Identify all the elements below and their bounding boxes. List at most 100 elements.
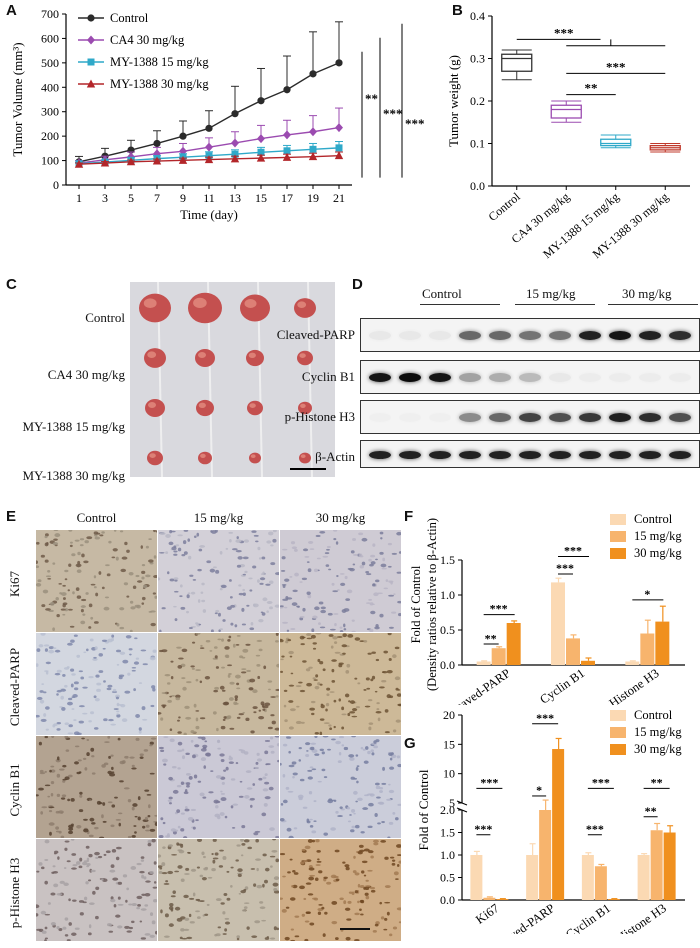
f-x-tick-label: Cyclin B1 [537,666,587,705]
ihc-nucleus [41,930,47,934]
ihc-nucleus [161,704,167,707]
ihc-nucleus [326,548,330,551]
ihc-nucleus [141,564,146,567]
ihc-nucleus [255,761,259,765]
ihc-nucleus [346,918,352,921]
ihc-nucleus [270,865,273,868]
ihc-nucleus [59,592,63,595]
ihc-nucleus [397,854,401,857]
ihc-nucleus [183,530,189,532]
ihc-nucleus [252,689,258,694]
ihc-nucleus [130,606,136,610]
ihc-nucleus [112,548,118,552]
a-legend-label: MY-1388 15 mg/kg [110,55,209,69]
ihc-nucleus [73,731,80,735]
ihc-nucleus [128,903,133,906]
ihc-nucleus [88,676,94,679]
a-sig-label: *** [405,116,425,131]
ihc-nucleus [62,613,66,616]
ihc-nucleus [356,765,360,768]
ihc-nucleus [83,896,88,901]
ihc-nucleus [189,921,195,924]
ihc-nucleus [117,903,124,906]
ihc-nucleus [214,852,219,856]
ihc-nucleus [333,699,337,703]
ihc-texture [280,530,401,632]
ihc-nucleus [339,630,344,632]
ihc-nucleus [205,639,211,643]
ihc-nucleus [111,556,116,559]
ihc-nucleus [321,751,325,755]
ihc-nucleus [346,663,351,668]
ihc-nucleus [259,577,266,581]
ihc-nucleus [62,602,68,605]
ihc-nucleus [332,590,339,593]
ihc-nucleus [361,860,368,864]
ihc-texture [36,736,157,838]
ihc-nucleus [55,596,59,601]
ihc-nucleus [253,883,257,887]
ihc-nucleus [353,554,359,556]
ihc-nucleus [384,731,390,734]
ihc-nucleus [285,786,290,790]
ihc-nucleus [248,687,254,691]
ihc-nucleus [310,634,316,639]
ihc-nucleus [284,719,288,723]
ihc-nucleus [253,534,259,537]
ihc-nucleus [175,697,181,701]
ihc-nucleus [384,856,389,860]
ihc-nucleus [316,860,322,863]
ihc-nucleus [377,822,381,825]
blot-band [459,451,481,459]
ihc-nucleus [151,839,156,843]
ihc-nucleus [256,884,263,889]
ihc-nucleus [223,769,227,772]
ihc-nucleus [252,706,258,710]
ihc-nucleus [36,696,43,700]
ihc-nucleus [227,639,231,642]
ihc-nucleus [52,870,59,874]
ihc-nucleus [189,574,194,577]
ihc-nucleus [190,665,195,668]
ihc-nucleus [307,839,313,843]
ihc-nucleus [280,670,284,674]
ihc-nucleus [201,851,205,856]
ihc-nucleus [219,849,224,852]
ihc-nucleus [370,561,376,565]
ihc-nucleus [227,664,233,667]
ihc-nucleus [197,736,203,739]
ihc-nucleus [345,670,350,674]
ihc-nucleus [275,572,279,576]
ihc-nucleus [342,861,346,864]
ihc-nucleus [370,749,375,753]
ihc-nucleus [94,826,99,830]
ihc-nucleus [335,740,341,745]
ihc-nucleus [177,719,180,722]
ihc-nucleus [238,749,243,751]
ihc-nucleus [110,824,115,828]
blot-group-15: 15 mg/kg [526,286,576,301]
f-bar [640,633,655,665]
ihc-nucleus [126,549,130,553]
ihc-nucleus [222,911,226,915]
ihc-nucleus [174,618,178,622]
ihc-nucleus [84,540,89,544]
ihc-nucleus [71,673,76,676]
blot-band [639,413,661,422]
ihc-nucleus [388,657,392,661]
ihc-nucleus [270,750,275,754]
ihc-nucleus [317,911,322,916]
ihc-nucleus [55,758,61,763]
ihc-nucleus [236,687,241,690]
ihc-nucleus [367,869,373,872]
tumor-highlight [198,402,206,408]
ihc-nucleus [80,620,86,625]
ihc-nucleus [246,604,250,607]
ihc-nucleus [187,592,191,595]
ihc-nucleus [95,856,99,860]
ihc-nucleus [210,770,214,773]
ihc-nucleus [374,813,378,817]
ihc-nucleus [254,920,261,924]
ihc-nucleus [76,824,82,829]
ihc-nucleus [344,864,350,868]
